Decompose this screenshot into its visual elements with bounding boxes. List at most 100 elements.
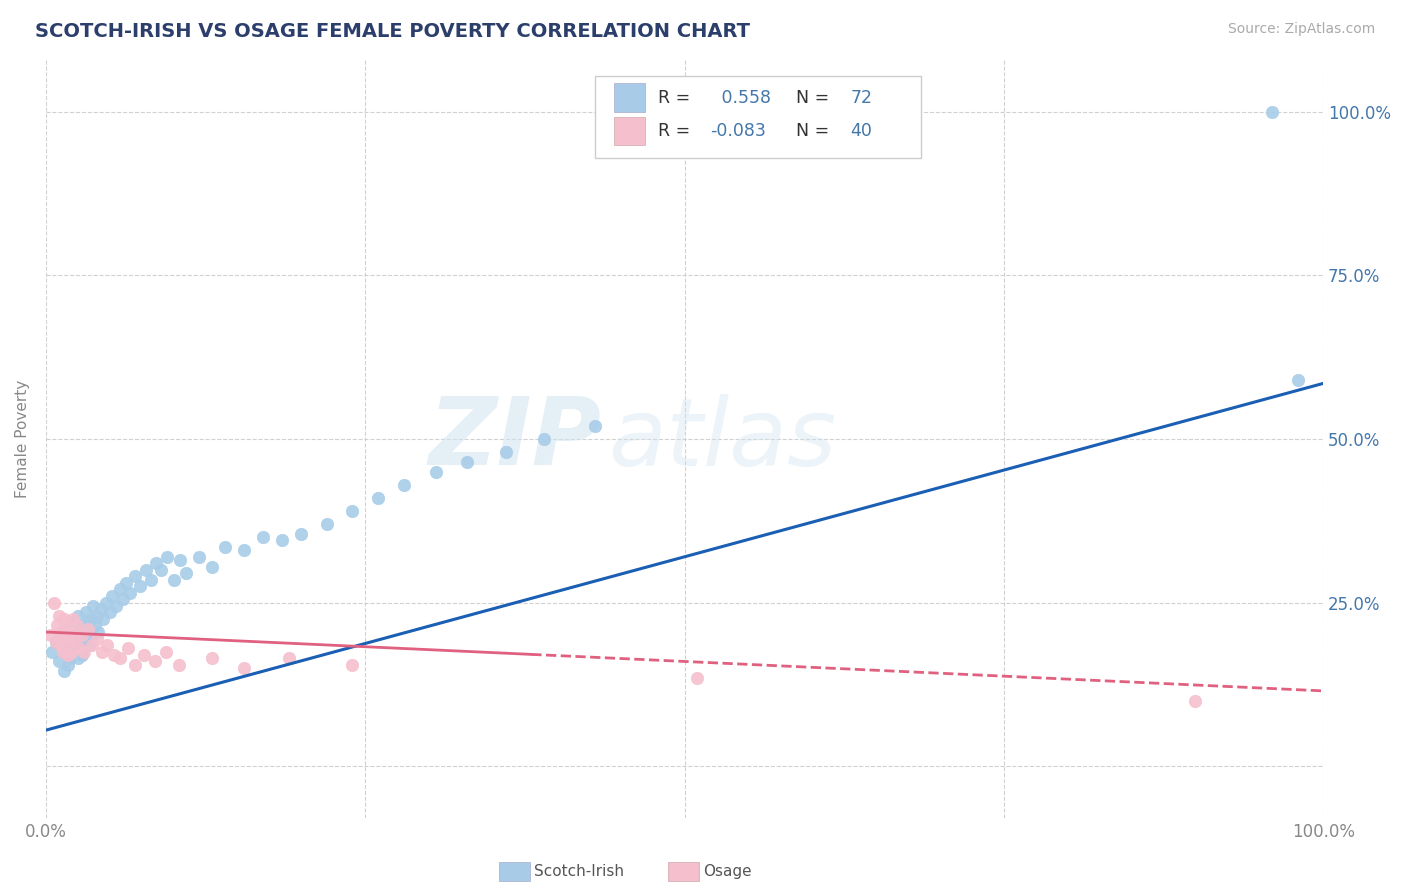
Point (117, 641, 139, 656)
Point (45, 635, 67, 649)
Point (124, 569, 146, 583)
Point (103, 648, 125, 662)
Text: 40: 40 (851, 122, 873, 140)
Point (59, 651, 82, 665)
Point (232, 661, 254, 675)
Point (79, 638, 101, 652)
Point (108, 651, 131, 665)
Point (86, 608, 108, 623)
Point (39, 628, 62, 642)
Point (67, 641, 90, 656)
Text: SCOTCH-IRISH VS OSAGE FEMALE POVERTY CORRELATION CHART: SCOTCH-IRISH VS OSAGE FEMALE POVERTY COR… (35, 22, 751, 41)
Point (214, 540, 236, 554)
Point (55, 618, 77, 632)
Point (163, 573, 186, 587)
Point (94, 596, 117, 610)
Point (51, 628, 73, 642)
Point (135, 563, 157, 577)
Point (63, 632, 86, 646)
Point (65, 641, 87, 656)
Point (201, 651, 224, 665)
Point (188, 549, 211, 564)
Point (83, 618, 105, 632)
Text: -0.083: -0.083 (710, 122, 766, 140)
Point (290, 527, 312, 541)
Point (69, 628, 91, 642)
Point (316, 517, 339, 532)
Point (48, 655, 70, 669)
Point (87, 625, 110, 640)
Point (77, 622, 100, 636)
Point (495, 445, 517, 459)
Point (58, 625, 80, 640)
Point (155, 645, 177, 659)
Point (59, 635, 82, 649)
Point (367, 491, 389, 505)
Point (90, 602, 112, 616)
Point (342, 657, 364, 672)
Point (53, 632, 76, 646)
Text: 72: 72 (851, 88, 873, 106)
Point (1261, 104, 1284, 119)
Text: N =: N = (796, 88, 834, 106)
Point (66, 608, 89, 623)
Point (53, 645, 76, 659)
Point (49, 638, 72, 652)
Point (271, 533, 294, 548)
Point (124, 657, 146, 672)
Point (156, 549, 179, 564)
Text: N =: N = (796, 122, 834, 140)
Point (80, 628, 103, 642)
Point (96, 638, 118, 652)
Point (425, 465, 447, 479)
Point (115, 576, 138, 591)
Text: ZIP: ZIP (429, 393, 602, 485)
Point (67, 638, 90, 652)
Point (52, 612, 75, 626)
Text: atlas: atlas (607, 393, 837, 484)
Point (77, 615, 100, 630)
Point (392, 478, 415, 492)
Point (149, 563, 172, 577)
Point (60, 645, 83, 659)
Text: Source: ZipAtlas.com: Source: ZipAtlas.com (1227, 22, 1375, 37)
Point (51, 625, 73, 640)
Point (80, 638, 103, 652)
Point (52, 645, 75, 659)
Point (111, 592, 134, 607)
Point (686, 671, 709, 685)
Y-axis label: Female Poverty: Female Poverty (15, 380, 30, 498)
Point (62, 612, 84, 626)
Point (63, 632, 86, 646)
Point (75, 606, 97, 620)
Point (55, 638, 77, 652)
Point (70, 628, 93, 642)
Point (73, 632, 96, 646)
Point (201, 559, 224, 574)
Point (53, 622, 76, 636)
Point (48, 608, 70, 623)
Point (533, 432, 555, 446)
Point (72, 618, 94, 632)
Point (93, 612, 115, 626)
Point (86, 632, 108, 646)
Point (134, 648, 156, 662)
Point (45, 635, 67, 649)
Point (91, 645, 114, 659)
Point (73, 645, 96, 659)
Point (60, 618, 83, 632)
Point (65, 618, 87, 632)
Point (82, 599, 104, 613)
Point (169, 553, 191, 567)
Point (145, 557, 167, 571)
Text: Scotch-Irish: Scotch-Irish (534, 864, 624, 879)
Point (98, 606, 121, 620)
Point (105, 599, 128, 613)
Point (58, 632, 80, 646)
Point (62, 645, 84, 659)
Bar (614, 117, 645, 145)
Text: R =: R = (658, 122, 696, 140)
Point (79, 612, 101, 626)
Point (101, 589, 124, 603)
Point (46, 618, 69, 632)
